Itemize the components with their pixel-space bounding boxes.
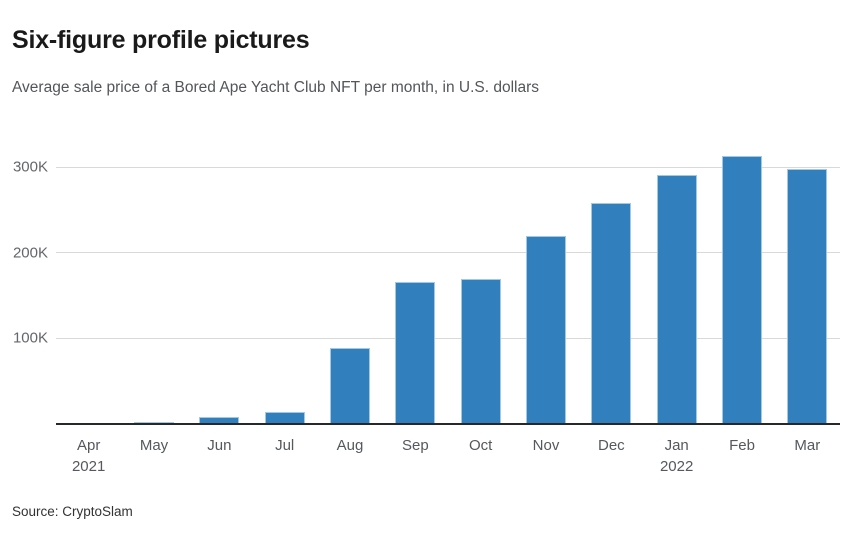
x-axis-tick-label: Jan (664, 437, 689, 454)
x-axis-tick-label: Jul (275, 437, 295, 454)
gridline (56, 166, 840, 168)
chart-title: Six-figure profile pictures (12, 26, 310, 54)
x-axis-tick-label: Oct (468, 437, 493, 454)
bar (460, 279, 501, 424)
bar (722, 155, 762, 424)
x-axis-tick-label: Nov (532, 437, 560, 454)
x-axis-tick-label: Jun (207, 437, 232, 454)
gridline (56, 337, 840, 339)
x-axis-tick-label: Feb (729, 437, 755, 454)
gridline (56, 252, 840, 254)
bar (656, 174, 697, 424)
bar (264, 412, 305, 424)
x-axis-year-label: 2021 (71, 458, 106, 475)
x-axis-tick-label: Apr (76, 437, 101, 454)
bar (199, 417, 240, 424)
x-axis-tick-label: Dec (597, 437, 625, 454)
x-axis-line (56, 423, 840, 425)
chart-subtitle: Average sale price of a Bored Ape Yacht … (12, 79, 539, 96)
bar (591, 202, 632, 424)
x-axis-tick-label: Sep (401, 437, 429, 454)
source-note: Source: CryptoSlam (12, 504, 133, 519)
y-axis-tick-label: 100K (12, 329, 48, 347)
x-axis-year-label: 2022 (659, 458, 694, 475)
bar (134, 421, 174, 424)
bar (526, 236, 566, 424)
y-axis-tick-label: 300K (12, 158, 48, 176)
x-axis-tick-label: Mar (794, 437, 821, 454)
bar (787, 168, 828, 424)
bar (330, 347, 370, 424)
bar (395, 281, 436, 424)
x-axis-tick-label: May (139, 437, 169, 454)
x-axis-tick-label: Aug (336, 437, 364, 454)
y-axis-tick-label: 200K (12, 244, 48, 262)
